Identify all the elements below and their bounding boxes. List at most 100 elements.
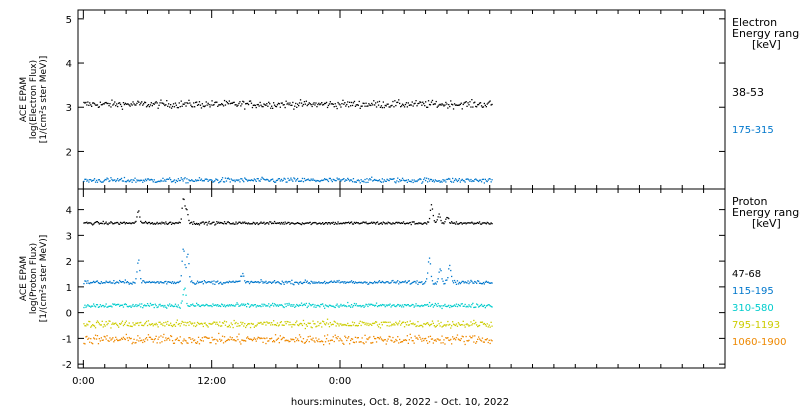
- data-point: [240, 222, 242, 224]
- data-point: [89, 305, 91, 307]
- data-point: [384, 321, 386, 323]
- data-point: [148, 323, 151, 325]
- data-point: [334, 221, 336, 224]
- data-point: [212, 221, 214, 223]
- data-point: [473, 282, 475, 284]
- data-point: [488, 304, 490, 306]
- data-point: [262, 177, 264, 180]
- data-point: [197, 282, 200, 284]
- data-point: [418, 325, 420, 327]
- data-point: [109, 222, 111, 224]
- data-point: [311, 179, 313, 181]
- data-point: [437, 278, 439, 280]
- data-point: [235, 104, 237, 106]
- data-point: [419, 178, 421, 180]
- data-point: [306, 325, 308, 327]
- data-point: [231, 305, 233, 307]
- data-point: [163, 306, 165, 308]
- data-point: [139, 269, 141, 272]
- data-point: [188, 99, 190, 101]
- data-point: [314, 221, 316, 224]
- data-point: [434, 326, 436, 328]
- data-point: [342, 323, 344, 326]
- data-point: [161, 282, 163, 284]
- data-point: [146, 339, 149, 341]
- data-point: [325, 338, 328, 340]
- data-point: [272, 281, 274, 283]
- data-point: [105, 303, 107, 305]
- data-point: [216, 321, 218, 323]
- data-point: [391, 340, 393, 342]
- data-point: [323, 344, 325, 346]
- data-point: [239, 305, 241, 307]
- data-point: [286, 181, 288, 183]
- data-point: [381, 324, 383, 326]
- data-point: [221, 222, 224, 224]
- data-point: [157, 326, 159, 328]
- data-point: [171, 340, 174, 342]
- data-point: [423, 283, 425, 285]
- data-point: [469, 222, 471, 224]
- data-point: [321, 223, 323, 225]
- data-point: [102, 304, 104, 307]
- data-point: [206, 178, 208, 181]
- data-point: [374, 322, 376, 324]
- data-point: [203, 322, 205, 324]
- data-point: [162, 177, 164, 179]
- data-point: [291, 222, 293, 224]
- data-point: [126, 180, 128, 182]
- data-point: [176, 281, 178, 283]
- data-point: [169, 281, 171, 283]
- data-point: [265, 280, 267, 282]
- data-point: [221, 304, 224, 306]
- data-point: [123, 221, 126, 223]
- data-point: [234, 339, 236, 342]
- data-point: [379, 180, 382, 183]
- data-point: [373, 304, 375, 306]
- data-point: [449, 178, 451, 180]
- data-point: [222, 181, 225, 183]
- data-point: [120, 222, 123, 224]
- data-point: [247, 179, 250, 181]
- data-point: [272, 178, 274, 180]
- data-point: [186, 302, 188, 305]
- data-point: [203, 280, 205, 282]
- data-point: [461, 280, 463, 283]
- data-point: [273, 181, 276, 183]
- data-point: [362, 342, 364, 344]
- data-point: [278, 178, 280, 180]
- data-point: [200, 304, 203, 307]
- data-point: [452, 108, 455, 110]
- data-point: [284, 303, 286, 305]
- data-point: [182, 340, 184, 342]
- data-point: [140, 340, 142, 342]
- data-point: [397, 280, 399, 282]
- data-point: [156, 221, 158, 224]
- data-point: [458, 178, 460, 180]
- data-point: [439, 181, 441, 183]
- data-point: [349, 305, 351, 307]
- data-point: [452, 338, 455, 340]
- data-point: [227, 305, 229, 307]
- data-point: [468, 282, 470, 285]
- data-point: [131, 283, 133, 285]
- data-point: [342, 222, 344, 224]
- data-point: [133, 281, 135, 284]
- data-point: [288, 179, 290, 182]
- data-point: [315, 337, 317, 339]
- data-point: [346, 339, 348, 342]
- data-point: [298, 304, 301, 306]
- data-point: [402, 281, 405, 283]
- data-point: [476, 303, 478, 305]
- data-point: [347, 281, 349, 283]
- data-point: [135, 220, 137, 223]
- data-point: [332, 281, 334, 283]
- data-point: [121, 281, 124, 283]
- data-point: [107, 339, 109, 342]
- data-point: [204, 304, 206, 307]
- data-point: [85, 101, 87, 104]
- data-point: [394, 281, 396, 283]
- data-point: [267, 105, 269, 107]
- data-point: [372, 104, 374, 106]
- data-point: [230, 338, 232, 341]
